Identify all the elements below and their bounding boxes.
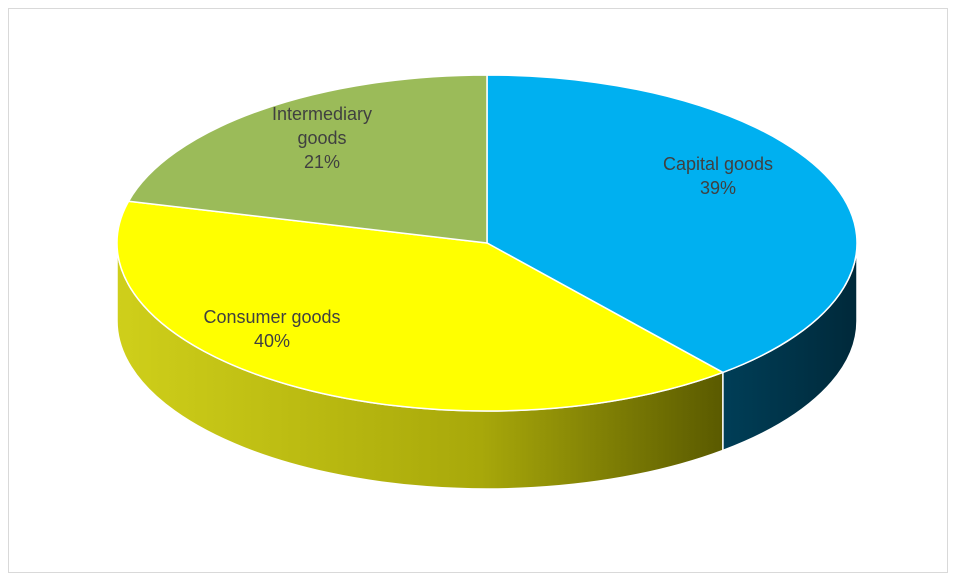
slice-label-line: 39% xyxy=(700,178,736,198)
pie-slice-consumer-goods xyxy=(116,200,724,412)
pie-tops xyxy=(116,74,858,412)
pie-slice-intermediary-goods xyxy=(127,74,488,244)
slice-label-intermediary-goods: Intermediary goods 21% xyxy=(272,104,372,172)
slice-label-line: Intermediary xyxy=(272,104,372,124)
pie-labels: Capital goods 39% Consumer goods 40% Interme… xyxy=(203,104,773,351)
slice-label-line: Capital goods xyxy=(663,154,773,174)
pie-slice-capital-goods xyxy=(486,74,858,374)
slice-label-line: 40% xyxy=(254,331,290,351)
slice-label-capital-goods: Capital goods 39% xyxy=(663,154,773,198)
slice-label-line: Consumer goods xyxy=(203,307,340,327)
slice-label-consumer-goods: Consumer goods 40% xyxy=(203,307,340,351)
slice-label-line: 21% xyxy=(304,152,340,172)
slice-label-line: goods xyxy=(297,128,346,148)
